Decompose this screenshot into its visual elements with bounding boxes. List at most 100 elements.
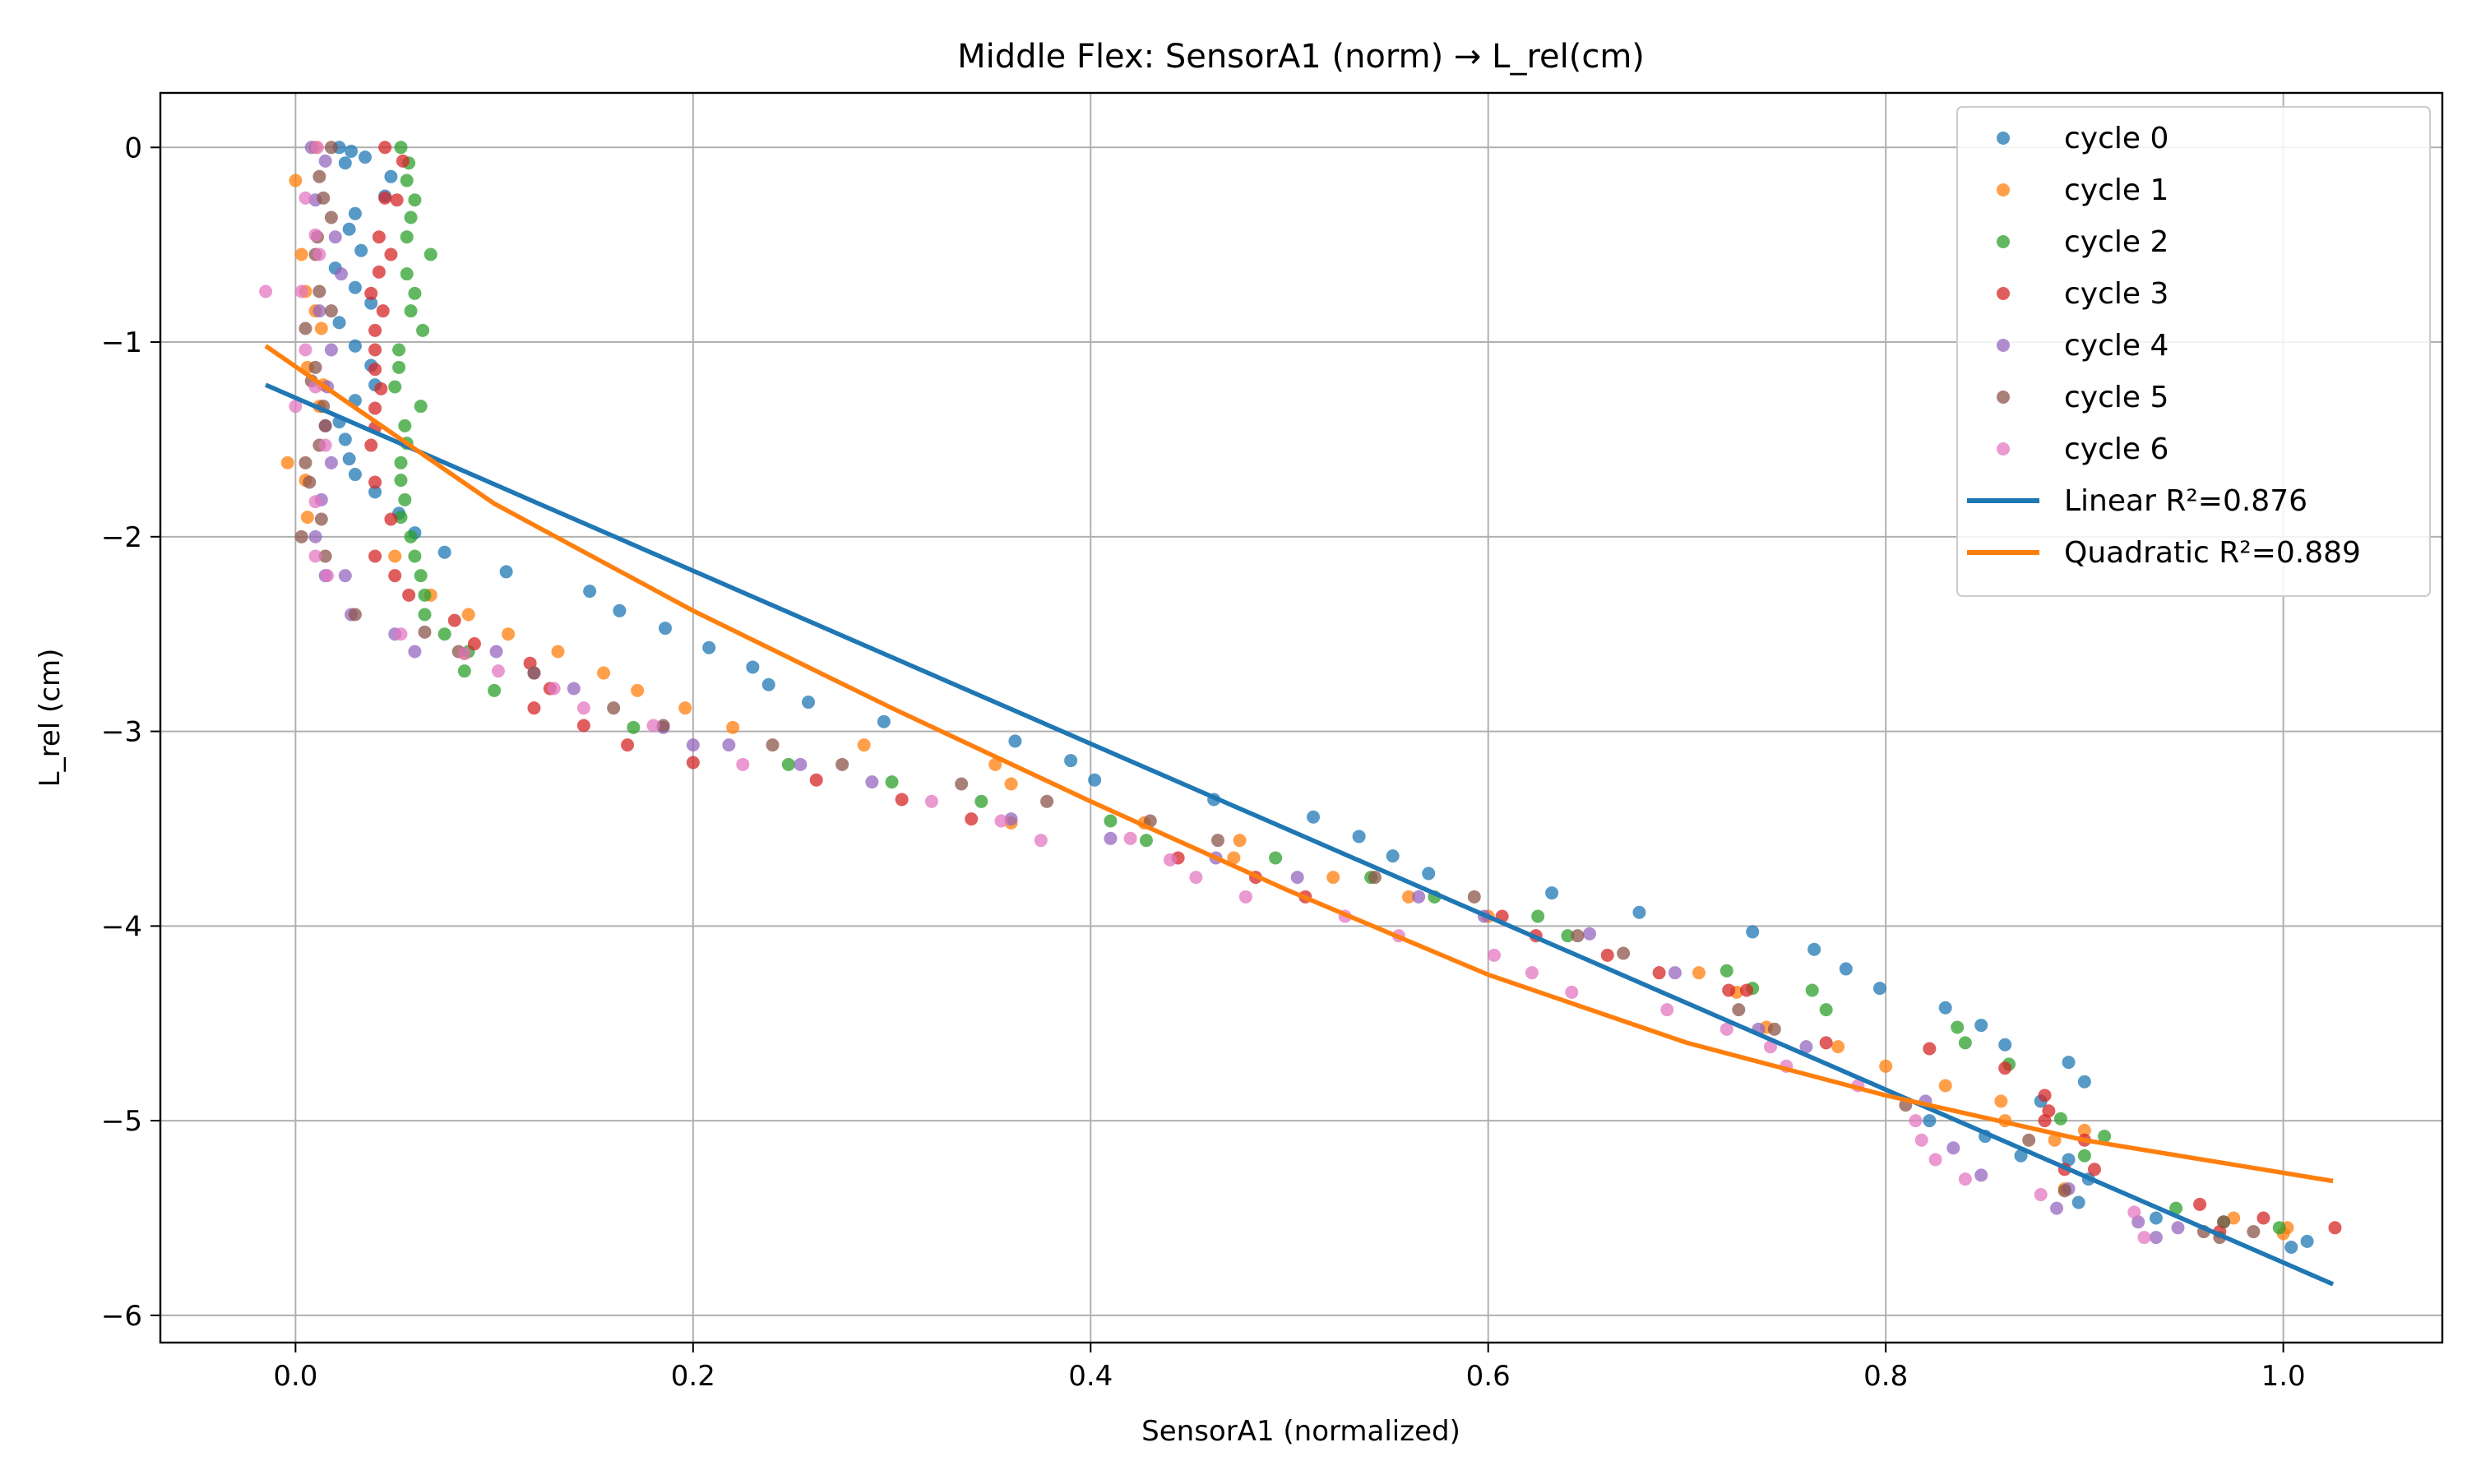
data-point	[390, 193, 404, 207]
linear-fit-line	[265, 382, 2335, 1287]
data-point	[400, 173, 414, 187]
data-point	[394, 141, 408, 155]
data-point	[2300, 1234, 2314, 1248]
data-point	[408, 549, 422, 563]
data-point	[1123, 831, 1137, 845]
data-point	[1805, 983, 1819, 997]
data-point	[324, 455, 338, 469]
data-point	[1767, 1022, 1781, 1036]
data-point	[1034, 834, 1048, 848]
data-point	[338, 156, 352, 170]
data-point	[388, 549, 402, 563]
data-point	[348, 339, 362, 353]
data-point	[491, 664, 505, 678]
legend-label: cycle 3	[2064, 277, 2168, 311]
data-point	[499, 565, 513, 579]
data-point	[489, 645, 503, 659]
data-point	[418, 588, 432, 602]
data-point	[1571, 929, 1585, 943]
data-point	[2057, 1184, 2071, 1198]
data-point	[368, 475, 382, 489]
data-point	[1692, 966, 1706, 980]
data-point	[394, 474, 408, 488]
data-point	[388, 569, 402, 583]
data-point	[766, 738, 780, 752]
data-point	[1368, 871, 1382, 885]
data-point	[324, 343, 338, 357]
data-point	[631, 683, 645, 697]
data-point	[321, 569, 335, 583]
data-point	[527, 701, 541, 715]
data-point	[342, 222, 356, 236]
legend-marker	[1997, 132, 2010, 145]
data-point	[364, 286, 378, 300]
data-point	[2022, 1133, 2036, 1147]
data-point	[312, 247, 326, 261]
y-tick-label: −3	[101, 716, 142, 749]
data-point	[368, 363, 382, 377]
data-point	[924, 794, 938, 808]
data-point	[1307, 810, 1321, 824]
data-point	[2247, 1225, 2261, 1239]
data-point	[1799, 1040, 1813, 1054]
data-point	[955, 777, 969, 791]
data-point	[314, 321, 328, 335]
legend: cycle 0 cycle 1 cycle 2 cycle 3 cycle 4 cycle…	[1956, 106, 2431, 597]
data-point	[348, 608, 362, 622]
data-point	[457, 664, 471, 678]
data-layer	[259, 141, 2342, 1287]
data-point	[318, 418, 332, 432]
data-point	[885, 775, 899, 789]
legend-label: Quadratic R²=0.889	[2064, 536, 2361, 570]
data-point	[404, 210, 418, 224]
data-point	[338, 432, 352, 446]
data-point	[2272, 1221, 2286, 1235]
data-point	[613, 603, 627, 617]
legend-label: cycle 2	[2064, 225, 2168, 259]
data-point	[368, 485, 382, 499]
legend-marker	[1997, 235, 2010, 248]
data-point	[312, 304, 326, 318]
data-point	[1040, 794, 1054, 808]
data-point	[418, 625, 432, 639]
data-point	[414, 400, 428, 414]
x-tick-label: 0.4	[1068, 1360, 1113, 1393]
data-point	[300, 511, 314, 525]
data-point	[400, 267, 414, 281]
data-point	[308, 228, 322, 242]
data-point	[342, 452, 356, 466]
data-point	[398, 492, 412, 506]
data-point	[368, 549, 382, 563]
data-point	[1763, 1040, 1777, 1054]
data-point	[2048, 1133, 2062, 1147]
data-point	[1233, 834, 1247, 848]
data-point	[368, 343, 382, 357]
legend-label: cycle 5	[2064, 381, 2168, 414]
data-point	[994, 814, 1008, 828]
data-point	[312, 284, 326, 298]
y-tick-label: −1	[101, 326, 142, 359]
data-point	[318, 438, 332, 452]
data-point	[567, 682, 581, 696]
data-point	[1525, 966, 1539, 980]
data-point	[1951, 1020, 1965, 1034]
data-point	[308, 529, 322, 543]
y-tick-label: 0	[124, 132, 142, 164]
data-point	[1617, 946, 1631, 960]
legend-label: cycle 6	[2064, 432, 2168, 466]
data-point	[378, 191, 392, 205]
data-point	[988, 757, 1002, 771]
data-point	[314, 512, 328, 526]
data-point	[398, 418, 412, 432]
data-point	[2034, 1188, 2048, 1202]
data-point	[1923, 1042, 1937, 1056]
data-point	[308, 495, 322, 509]
data-point	[1923, 1114, 1937, 1128]
data-point	[576, 701, 590, 715]
data-point	[1088, 773, 1102, 787]
data-point	[299, 191, 312, 205]
data-point	[457, 646, 471, 660]
legend-marker	[1997, 183, 2010, 196]
data-point	[1958, 1036, 1972, 1050]
data-point	[726, 720, 740, 734]
